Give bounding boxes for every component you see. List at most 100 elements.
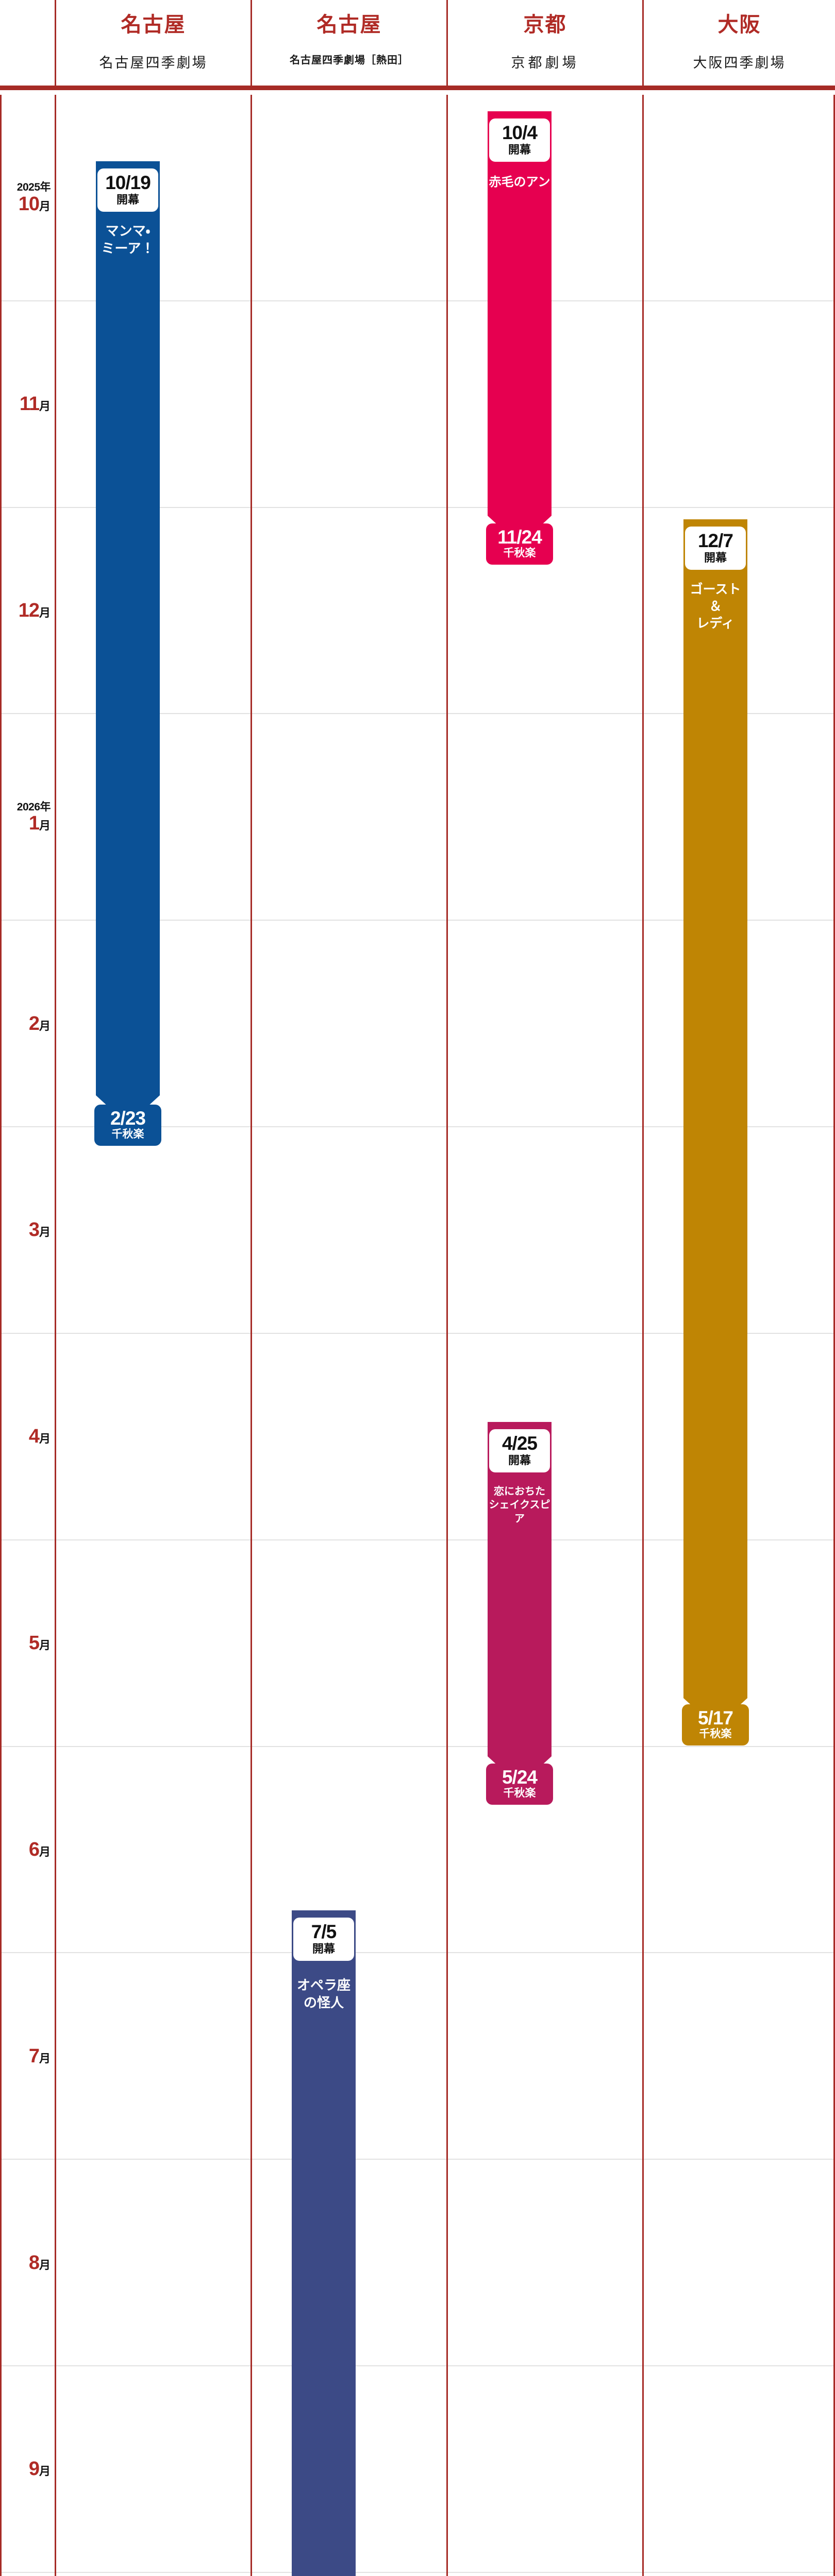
open-date: 4/25 (502, 1433, 538, 1454)
month-row: 9月 (0, 2366, 835, 2573)
year-label: 2025年 (16, 181, 51, 194)
month-row: 12月 (0, 508, 835, 715)
header-venue-nagoya[interactable]: 名古屋 名古屋四季劇場 (56, 0, 250, 86)
open-date: 7/5 (311, 1921, 337, 1942)
title-line-2: シェイクスピア (489, 1499, 550, 1524)
month-number: 9 (28, 2458, 40, 2480)
close-date-badge[interactable]: 5/24 千秋楽 (486, 1764, 553, 1805)
bar-body (488, 1422, 552, 1738)
header-city-label: 京都 (523, 13, 567, 36)
open-date-badge[interactable]: 7/5 開幕 (293, 1918, 354, 1961)
column-divider-2 (446, 95, 448, 2576)
grid-left-edge (0, 95, 2, 2576)
column-divider-1 (250, 95, 252, 2576)
month-suffix: 月 (39, 1639, 51, 1652)
month-axis-label: 2025年 10月 (0, 181, 56, 213)
month-row: 2月 (0, 921, 835, 1128)
month-row: 2025年 10月 (0, 95, 835, 301)
header-venue-nagoya-atsuta[interactable]: 名古屋 名古屋四季劇場［熱田］ (252, 0, 446, 86)
title-line-2: ＆ (709, 599, 722, 614)
title-line-2: の怪人 (303, 1995, 344, 2011)
month-label: 11月 (0, 394, 51, 414)
column-divider-4 (833, 95, 835, 2576)
month-axis-label: 2月 (0, 1014, 56, 1033)
close-date: 5/17 (697, 1707, 733, 1728)
month-axis-label: 3月 (0, 1220, 56, 1240)
close-date-badge[interactable]: 11/24 千秋楽 (486, 523, 553, 565)
month-suffix: 月 (39, 1432, 51, 1446)
open-keyword: 開幕 (508, 1454, 531, 1467)
bar-akage-no-an[interactable]: 10/4 開幕 赤毛のアン 11/24 千秋楽 (486, 111, 553, 565)
open-keyword: 開幕 (704, 551, 727, 564)
month-row: 6月 (0, 1747, 835, 1954)
header-theatre-label: 名古屋四季劇場［熱田］ (290, 55, 409, 66)
bar-ghost-and-lady[interactable]: 12/7 開幕 ゴースト ＆ レディ 5/17 千秋楽 (682, 519, 749, 1746)
month-axis-label: 4月 (0, 1427, 56, 1446)
month-label: 5月 (0, 1633, 51, 1653)
production-title: マンマ・ ミーア！ (96, 222, 160, 258)
bar-mamma-mia[interactable]: 10/19 開幕 マンマ・ ミーア！ 2/23 千秋楽 (94, 161, 161, 1146)
month-label: 8月 (0, 2253, 51, 2273)
month-axis-label: 11月 (0, 394, 56, 414)
production-title: 恋におちた シェイクスピア (488, 1485, 552, 1526)
close-keyword: 千秋楽 (503, 1787, 536, 1799)
venue-header-row: 名古屋 名古屋四季劇場 名古屋 名古屋四季劇場［熱田］ 京都 京都劇場 大阪 大… (0, 0, 835, 90)
production-title: 赤毛のアン (488, 174, 552, 191)
month-label: 4月 (0, 1427, 51, 1446)
title-line-1: オペラ座 (296, 1977, 350, 1993)
month-suffix: 月 (39, 1845, 51, 1858)
title-line-1: マンマ・ (105, 223, 151, 239)
month-row: 3月 (0, 1127, 835, 1334)
column-divider-3 (642, 95, 644, 2576)
open-date-badge[interactable]: 10/19 開幕 (97, 168, 158, 212)
month-suffix: 月 (39, 819, 51, 832)
production-bars: 10/19 開幕 マンマ・ ミーア！ 2/23 千秋楽 10/4 開幕 (0, 95, 835, 2576)
close-date-badge[interactable]: 5/17 千秋楽 (682, 1704, 749, 1746)
title-line-3: レディ (696, 616, 734, 631)
year-label: 2026年 (16, 801, 51, 813)
month-number: 7 (28, 2045, 40, 2067)
month-row: 2026年 1月 (0, 714, 835, 921)
month-number: 4 (28, 1426, 40, 1448)
month-label: 7月 (0, 2046, 51, 2066)
bar-phantom-of-the-opera[interactable]: 7/5 開幕 オペラ座 の怪人 (292, 1910, 356, 2576)
calendar-grid: 2025年10月11月12月2026年1月2月3月4月5月6月7月8月9月10月… (0, 95, 835, 2576)
month-row: 8月 (0, 2160, 835, 2366)
close-keyword: 千秋楽 (503, 547, 536, 559)
close-keyword: 千秋楽 (111, 1128, 144, 1140)
header-venue-kyoto[interactable]: 京都 京都劇場 (448, 0, 642, 86)
bar-body (488, 111, 552, 498)
open-date: 10/4 (502, 122, 538, 143)
open-date-badge[interactable]: 10/4 開幕 (489, 118, 550, 162)
open-date-badge[interactable]: 12/7 開幕 (685, 527, 746, 570)
header-divider-0 (55, 0, 56, 86)
month-row: 10月 (0, 2573, 835, 2576)
close-keyword: 千秋楽 (699, 1728, 732, 1740)
month-row: 4月 (0, 1334, 835, 1540)
bar-shakespeare-in-love[interactable]: 4/25 開幕 恋におちた シェイクスピア 5/24 千秋楽 (486, 1422, 553, 1805)
month-row: 5月 (0, 1540, 835, 1747)
open-keyword: 開幕 (508, 143, 531, 156)
month-suffix: 月 (39, 2258, 51, 2272)
month-axis-label: 12月 (0, 601, 56, 620)
open-date: 10/19 (105, 172, 151, 193)
month-number: 10 (18, 193, 40, 215)
production-title: ゴースト ＆ レディ (683, 581, 747, 632)
close-date-badge[interactable]: 2/23 千秋楽 (94, 1105, 161, 1146)
month-axis-label: 5月 (0, 1633, 56, 1653)
header-venue-osaka[interactable]: 大阪 大阪四季劇場 (644, 0, 835, 86)
header-city-label: 名古屋 (121, 13, 186, 36)
close-date: 2/23 (110, 1108, 146, 1129)
month-axis-label: 9月 (0, 2459, 56, 2479)
month-axis-label: 7月 (0, 2046, 56, 2066)
title-line-1: ゴースト (690, 582, 741, 597)
open-date: 12/7 (697, 530, 733, 551)
month-number: 1 (28, 812, 40, 834)
month-axis-label: 2026年 1月 (0, 801, 56, 833)
month-label: 1月 (0, 814, 51, 833)
title-line-1: 赤毛のアン (489, 175, 550, 189)
month-number: 8 (28, 2251, 40, 2274)
month-suffix: 月 (39, 2052, 51, 2065)
open-date-badge[interactable]: 4/25 開幕 (489, 1429, 550, 1473)
